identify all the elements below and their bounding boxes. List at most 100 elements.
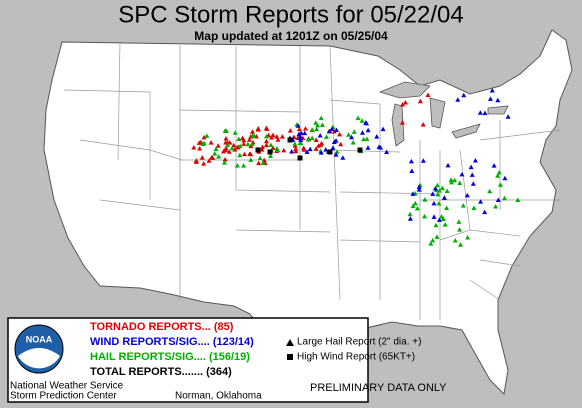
- report-marker: [232, 130, 238, 135]
- report-marker: [460, 203, 466, 208]
- report-marker: [329, 126, 335, 131]
- report-marker: [331, 128, 337, 134]
- significant-marker: [327, 149, 333, 155]
- report-marker: [471, 205, 477, 210]
- report-marker: [502, 175, 508, 181]
- report-marker: [435, 191, 441, 197]
- report-marker: [425, 92, 431, 98]
- report-marker: [444, 205, 450, 211]
- report-marker: [431, 200, 437, 206]
- report-marker: [263, 133, 269, 139]
- report-marker: [364, 136, 370, 141]
- legend-tornado: TORNADO REPORTS... (85): [90, 321, 234, 333]
- report-marker: [489, 87, 495, 93]
- report-marker: [461, 92, 467, 98]
- report-marker: [432, 185, 438, 191]
- report-marker: [416, 187, 422, 192]
- report-marker: [305, 137, 311, 142]
- report-marker: [263, 138, 269, 144]
- report-marker: [215, 143, 221, 148]
- report-marker: [295, 123, 301, 128]
- report-marker: [495, 197, 501, 202]
- report-marker: [193, 159, 199, 164]
- report-marker: [226, 149, 232, 154]
- report-marker: [414, 205, 420, 211]
- legend-wind: WIND REPORTS/SIG.... (123/14): [90, 336, 254, 348]
- report-marker: [502, 195, 508, 201]
- report-marker: [257, 155, 263, 161]
- report-marker: [505, 114, 511, 119]
- symbol-wind: High Wind Report (65KT+): [297, 352, 415, 363]
- report-marker: [225, 140, 231, 145]
- report-marker: [223, 145, 229, 151]
- report-marker: [349, 134, 355, 140]
- report-marker: [495, 97, 501, 103]
- report-marker: [309, 127, 315, 132]
- report-marker: [444, 188, 450, 193]
- report-marker: [323, 147, 329, 152]
- report-marker: [268, 153, 274, 158]
- footer-note: PRELIMINARY DATA ONLY: [310, 382, 447, 394]
- report-marker: [298, 140, 304, 145]
- report-marker: [333, 152, 339, 157]
- report-marker: [422, 197, 428, 202]
- wind-symbol: [287, 354, 293, 360]
- report-marker: [399, 120, 405, 125]
- report-marker: [245, 141, 251, 147]
- report-marker: [478, 199, 484, 204]
- report-marker: [333, 127, 339, 133]
- great-lakes: [378, 81, 509, 147]
- report-marker: [221, 160, 227, 165]
- report-marker: [268, 142, 274, 147]
- report-marker: [287, 128, 293, 133]
- report-marker: [297, 135, 303, 141]
- report-marker: [293, 146, 299, 151]
- report-marker: [365, 145, 371, 150]
- report-marker: [359, 118, 365, 123]
- report-marker: [201, 134, 207, 140]
- report-marker: [216, 154, 222, 159]
- report-marker: [337, 131, 343, 137]
- report-marker: [331, 139, 337, 144]
- report-marker: [327, 128, 333, 134]
- report-marker: [319, 140, 325, 146]
- report-marker: [302, 126, 308, 131]
- significant-marker: [357, 147, 363, 153]
- report-marker: [496, 170, 502, 175]
- report-marker: [200, 141, 206, 147]
- report-marker: [248, 157, 254, 162]
- report-marker: [281, 147, 287, 153]
- report-marker: [482, 209, 488, 215]
- report-marker: [241, 151, 247, 157]
- report-marker: [430, 191, 436, 196]
- report-marker: [433, 222, 439, 228]
- significant-marker: [267, 149, 273, 155]
- report-marker: [416, 184, 422, 189]
- report-marker: [241, 141, 247, 146]
- report-marker: [469, 172, 475, 177]
- report-marker: [222, 156, 228, 162]
- report-marker: [318, 115, 324, 121]
- report-marker: [409, 168, 415, 173]
- report-marker: [487, 188, 493, 194]
- report-marker: [410, 203, 416, 209]
- report-marker: [313, 120, 319, 125]
- report-marker: [355, 115, 361, 121]
- symbol-hail: Large Hail Report (2" dia. +): [297, 337, 421, 348]
- report-marker: [365, 127, 371, 133]
- report-marker: [330, 145, 336, 151]
- report-marker: [442, 222, 448, 227]
- report-marker: [359, 130, 365, 135]
- report-marker: [338, 141, 344, 147]
- report-marker: [487, 96, 493, 101]
- report-marker: [204, 133, 210, 138]
- report-marker: [247, 151, 253, 156]
- report-marker: [274, 146, 280, 151]
- report-marker: [301, 147, 307, 152]
- report-marker: [457, 227, 463, 232]
- report-marker: [231, 142, 237, 148]
- report-marker: [464, 192, 470, 198]
- report-marker: [430, 237, 436, 243]
- report-markers: [191, 87, 521, 247]
- report-marker: [199, 155, 205, 160]
